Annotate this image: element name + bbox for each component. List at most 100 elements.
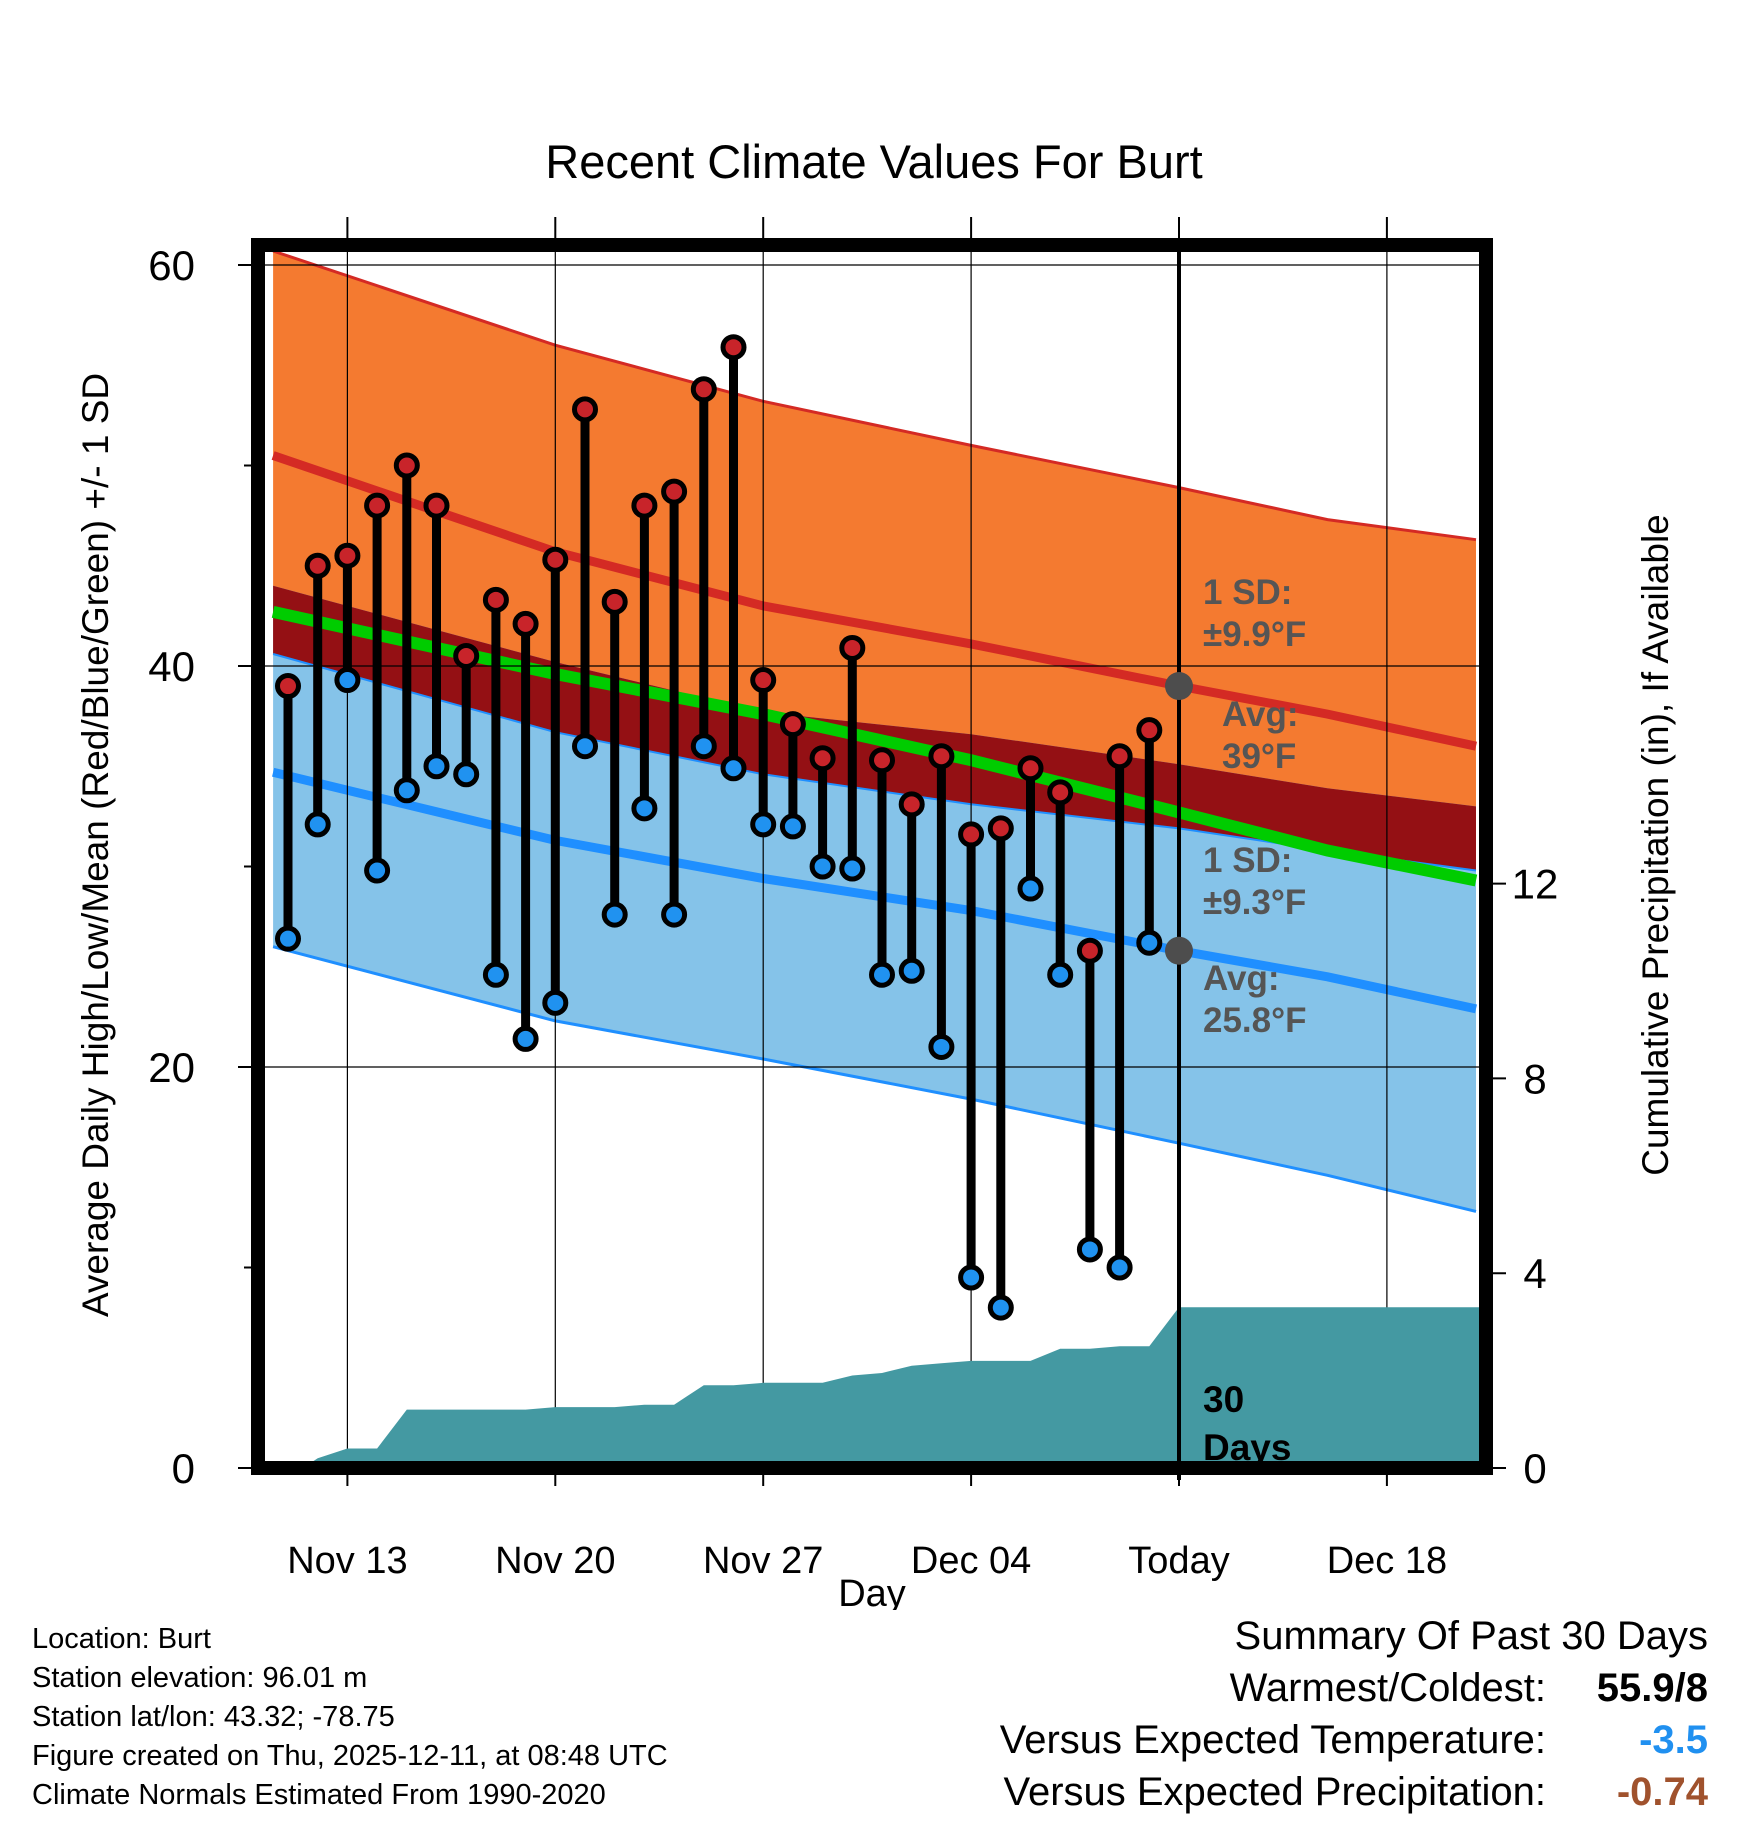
x-tick-label: Nov 20 (495, 1540, 615, 1582)
low-avg-value: 25.8°F (1203, 1001, 1307, 1040)
low-point (1047, 961, 1074, 988)
warmest-label: Warmest/Coldest: (1229, 1666, 1546, 1710)
high-point (1076, 937, 1103, 964)
x-tick-label: Today (1128, 1540, 1229, 1582)
high-avg-label: Avg: (1222, 695, 1298, 734)
high-point (1136, 717, 1163, 744)
y2-tick-label: 0 (1523, 1445, 1546, 1492)
y-tick-label: 20 (148, 1044, 195, 1091)
high-point (512, 610, 539, 637)
low-point (750, 811, 777, 838)
high-point (393, 452, 420, 479)
precip-area (273, 1307, 1486, 1468)
y2-tick-label: 12 (1512, 861, 1559, 908)
low-point (572, 733, 598, 760)
high-point (958, 821, 985, 848)
high-point (275, 673, 301, 700)
high-point (987, 815, 1014, 842)
precip-value: -0.74 (1616, 1770, 1708, 1814)
station-info: Location: Burt Station elevation: 96.01 … (32, 1620, 668, 1815)
y2-axis-label: Cumulative Precipitation (in), If Availa… (1635, 514, 1676, 1176)
low-point (1076, 1236, 1103, 1263)
high-point (720, 334, 747, 361)
latlon-text: Station lat/lon: 43.32; -78.75 (32, 1701, 395, 1733)
low-point (1136, 929, 1163, 956)
low-point (720, 755, 747, 782)
high-point (661, 478, 688, 505)
low-point (690, 733, 717, 760)
x-tick-label: Nov 13 (287, 1540, 407, 1582)
high-point (423, 492, 450, 519)
elevation-text: Station elevation: 96.01 m (32, 1662, 368, 1694)
summary-warmest-row: Warmest/Coldest: 55.9/8 (1000, 1666, 1708, 1718)
low-point (393, 777, 420, 804)
y-axis-label: Average Daily High/Low/Mean (Red/Blue/Gr… (75, 373, 116, 1317)
high-point (690, 376, 717, 403)
low-point (631, 795, 658, 822)
summary-title: Summary Of Past 30 Days (1234, 1614, 1708, 1658)
x-axis-label: Day (838, 1573, 906, 1610)
low-point (928, 1033, 955, 1060)
y-tick-label: 60 (148, 242, 195, 289)
summary-panel: Summary Of Past 30 Days Warmest/Coldest:… (1000, 1614, 1708, 1822)
high-point (869, 747, 895, 774)
high-point (928, 743, 955, 770)
warmest-value: 55.9/8 (1596, 1666, 1708, 1710)
climate-chart: Recent Climate Values For Burt 1 SD: ±9.9… (75, 135, 1676, 1610)
low-point (779, 813, 806, 840)
low-point (482, 961, 509, 988)
low-avg-label: Avg: (1203, 959, 1279, 998)
high-point (482, 586, 509, 613)
high-point (839, 634, 866, 661)
high-point (898, 791, 925, 818)
x-tick-label: Dec 18 (1327, 1540, 1447, 1582)
low-point (1017, 875, 1044, 902)
low-point (601, 901, 628, 928)
high-point (1047, 779, 1074, 806)
period-label-line1: 30 (1203, 1379, 1244, 1420)
location-text: Location: Burt (32, 1623, 211, 1655)
low-sd-value: ±9.3°F (1203, 883, 1306, 922)
high-point (453, 642, 480, 669)
high-point (1106, 743, 1133, 770)
low-point (1106, 1254, 1133, 1281)
high-avg-marker (1165, 672, 1193, 701)
low-point (839, 855, 866, 882)
high-sd-value: ±9.9°F (1203, 615, 1306, 654)
low-point (987, 1294, 1014, 1321)
summary-precip-row: Versus Expected Precipitation: -0.74 (1000, 1770, 1708, 1822)
temp-label: Versus Expected Temperature: (999, 1718, 1546, 1762)
low-point (958, 1264, 985, 1291)
low-point (869, 961, 895, 988)
chart-title: Recent Climate Values For Burt (545, 135, 1202, 188)
high-point (809, 745, 836, 772)
low-avg-marker (1165, 936, 1193, 965)
low-point (453, 761, 480, 788)
low-point (512, 1025, 539, 1052)
low-point (334, 667, 361, 694)
y-tick-label: 40 (148, 643, 195, 690)
plot-frame (251, 238, 1493, 1475)
x-tick-label: Dec 04 (911, 1540, 1031, 1582)
high-point (572, 396, 598, 423)
high-point (334, 542, 361, 569)
precip-label: Versus Expected Precipitation: (1003, 1770, 1546, 1814)
high-point (779, 711, 806, 738)
high-point (631, 492, 658, 519)
low-point (275, 925, 301, 952)
x-tick-label: Nov 27 (703, 1540, 823, 1582)
y2-tick-label: 4 (1523, 1250, 1546, 1297)
overlap-band (273, 585, 1477, 871)
high-point (542, 546, 569, 573)
created-text: Figure created on Thu, 2025-12-11, at 08… (32, 1740, 668, 1772)
high-point (750, 667, 777, 694)
high-point (304, 552, 331, 579)
low-point (364, 857, 391, 884)
low-point (809, 853, 836, 880)
low-point (304, 811, 331, 838)
high-avg-value: 39°F (1222, 737, 1296, 776)
high-point (1017, 755, 1044, 782)
high-point (364, 492, 391, 519)
low-point (898, 957, 925, 984)
low-sd-label: 1 SD: (1203, 841, 1292, 880)
